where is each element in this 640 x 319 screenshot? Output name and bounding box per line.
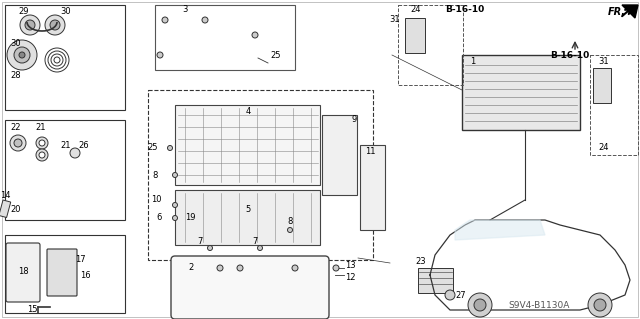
Circle shape	[39, 152, 45, 158]
Text: 24: 24	[410, 5, 420, 14]
Text: 12: 12	[345, 273, 355, 283]
Circle shape	[162, 17, 168, 23]
Text: 30: 30	[10, 40, 20, 48]
Circle shape	[257, 246, 262, 250]
Bar	[5, 5, 125, 110]
Bar	[360, 145, 385, 230]
Text: 26: 26	[78, 140, 88, 150]
Text: 28: 28	[10, 70, 20, 79]
Text: 22: 22	[10, 123, 20, 132]
Text: FR.: FR.	[608, 7, 626, 17]
Text: 1: 1	[470, 57, 476, 66]
Circle shape	[36, 137, 48, 149]
Text: 17: 17	[75, 256, 86, 264]
Circle shape	[207, 246, 212, 250]
Circle shape	[19, 52, 25, 58]
Circle shape	[588, 293, 612, 317]
Text: 18: 18	[18, 268, 28, 277]
Text: 21: 21	[60, 140, 70, 150]
Bar	[5, 235, 125, 313]
Circle shape	[157, 52, 163, 58]
Bar	[593, 68, 611, 103]
Text: 14: 14	[0, 191, 10, 201]
Polygon shape	[622, 5, 638, 18]
Bar	[175, 105, 320, 185]
Text: 5: 5	[245, 205, 251, 214]
Circle shape	[70, 148, 80, 158]
Text: 15: 15	[28, 306, 38, 315]
Text: 6: 6	[157, 213, 162, 222]
Text: 31: 31	[598, 57, 609, 66]
Text: B-16-10: B-16-10	[445, 5, 484, 14]
Circle shape	[202, 17, 208, 23]
Circle shape	[217, 265, 223, 271]
Polygon shape	[455, 220, 545, 240]
Circle shape	[14, 47, 30, 63]
Text: 9: 9	[352, 115, 357, 124]
Text: 7: 7	[197, 238, 203, 247]
Bar	[175, 190, 320, 245]
Circle shape	[287, 227, 292, 233]
Circle shape	[173, 173, 177, 177]
Text: 24: 24	[598, 144, 609, 152]
Bar	[148, 90, 373, 260]
Text: 8: 8	[152, 170, 158, 180]
Text: 11: 11	[365, 147, 375, 157]
Text: B-16-10: B-16-10	[550, 50, 589, 60]
Circle shape	[14, 139, 22, 147]
Text: 25: 25	[147, 144, 158, 152]
Circle shape	[468, 293, 492, 317]
Bar	[405, 18, 425, 53]
Text: 29: 29	[18, 8, 29, 17]
Circle shape	[20, 15, 40, 35]
Text: 2: 2	[188, 263, 193, 272]
Text: 27: 27	[455, 291, 466, 300]
Circle shape	[237, 265, 243, 271]
Circle shape	[10, 135, 26, 151]
Text: 23: 23	[415, 257, 426, 266]
Circle shape	[7, 40, 37, 70]
Text: 7: 7	[252, 238, 258, 247]
Text: 4: 4	[245, 108, 251, 116]
Circle shape	[168, 145, 173, 151]
Text: 31: 31	[389, 16, 400, 25]
Circle shape	[292, 265, 298, 271]
Circle shape	[39, 140, 45, 146]
Text: 30: 30	[60, 8, 70, 17]
Text: 25: 25	[270, 50, 280, 60]
Circle shape	[594, 299, 606, 311]
Circle shape	[50, 20, 60, 30]
Bar	[5, 120, 125, 220]
Text: 20: 20	[10, 205, 20, 214]
FancyBboxPatch shape	[6, 243, 40, 302]
Bar	[590, 55, 638, 155]
Bar	[398, 5, 463, 85]
Text: 8: 8	[287, 218, 292, 226]
Text: S9V4-B1130A: S9V4-B1130A	[508, 300, 570, 309]
Circle shape	[45, 15, 65, 35]
Text: 13: 13	[345, 261, 356, 270]
Circle shape	[445, 290, 455, 300]
Bar	[0, 200, 11, 218]
Circle shape	[252, 32, 258, 38]
FancyBboxPatch shape	[47, 249, 77, 296]
Circle shape	[25, 20, 35, 30]
Bar	[462, 55, 580, 130]
Text: 10: 10	[152, 196, 162, 204]
Circle shape	[36, 149, 48, 161]
Circle shape	[474, 299, 486, 311]
Bar	[322, 115, 357, 195]
Text: 16: 16	[80, 271, 91, 279]
FancyBboxPatch shape	[171, 256, 329, 319]
Circle shape	[333, 265, 339, 271]
Circle shape	[173, 203, 177, 207]
Text: 21: 21	[35, 123, 45, 132]
Circle shape	[173, 216, 177, 220]
Bar	[418, 268, 453, 293]
Text: 3: 3	[182, 5, 188, 14]
Bar	[155, 5, 295, 70]
Text: 19: 19	[185, 213, 195, 222]
